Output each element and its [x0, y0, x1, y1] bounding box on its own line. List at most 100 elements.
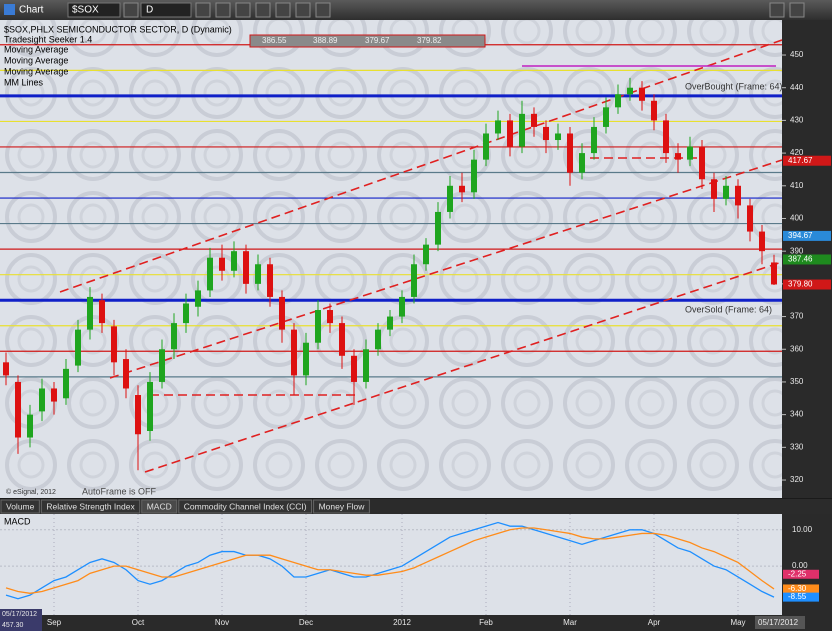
tool-button[interactable]: [315, 2, 331, 18]
oversold-label: OverSold (Frame: 64): [685, 304, 772, 314]
indicator-label: Moving Average: [4, 44, 68, 54]
candle-body: [63, 368, 69, 399]
chart-title: $SOX,PHLX SEMICONDUCTOR SECTOR, D (Dynam…: [4, 24, 232, 34]
trend-line: [109, 159, 783, 379]
high-value: 388.89: [313, 36, 338, 45]
tab-label[interactable]: Relative Strength Index: [46, 501, 135, 511]
candle-body: [315, 310, 321, 343]
y-tick-label: 400: [790, 214, 804, 223]
candle-body: [663, 120, 669, 154]
link-button[interactable]: [123, 2, 139, 18]
candle-body: [495, 120, 501, 134]
candle-body: [75, 329, 81, 366]
tool-button[interactable]: [789, 2, 805, 18]
candle-body: [375, 329, 381, 350]
price-tag-label: 379.80: [788, 280, 813, 289]
tool-button[interactable]: [295, 2, 311, 18]
candle-body: [759, 231, 765, 252]
tab[interactable]: [0, 499, 40, 514]
symbol-field[interactable]: [67, 2, 121, 18]
candle-body: [615, 94, 621, 108]
tool-button[interactable]: [215, 2, 231, 18]
y-tick-label: 340: [790, 410, 804, 419]
close-value: 379.82: [417, 36, 442, 45]
tab-label[interactable]: Money Flow: [319, 501, 366, 511]
candle-body: [387, 316, 393, 330]
x-tick-label: Mar: [563, 618, 577, 627]
candle-body: [219, 257, 225, 271]
candle-body: [15, 381, 21, 438]
candle-body: [699, 146, 705, 180]
candle-body: [363, 349, 369, 382]
open-value: 386.55: [262, 36, 287, 45]
candle-body: [435, 211, 441, 245]
tab[interactable]: [178, 499, 313, 514]
candle-body: [519, 113, 525, 147]
candle-body: [99, 300, 105, 324]
candle-body: [447, 185, 453, 212]
overbought-label: OverBought (Frame: 64): [685, 81, 783, 91]
tab[interactable]: [40, 499, 141, 514]
candle-body: [543, 126, 549, 141]
candle-body: [507, 120, 513, 147]
candle-body: [207, 257, 213, 291]
y-tick-label: 320: [790, 475, 804, 484]
macd-line: [5, 521, 775, 600]
candle-body: [591, 126, 597, 154]
candle-body: [567, 133, 573, 173]
candle-body: [687, 146, 693, 160]
tab-label[interactable]: Volume: [6, 501, 35, 511]
y-tick-label: 350: [790, 377, 804, 386]
candle-body: [327, 310, 333, 324]
interval-field[interactable]: [140, 2, 192, 18]
autoframe-label: AutoFrame is OFF: [82, 486, 157, 496]
candle-body: [183, 303, 189, 324]
value-tag: [783, 592, 819, 602]
x-tick-label: Oct: [132, 618, 145, 627]
candle-body: [231, 251, 237, 271]
y-tick-label: 10.00: [792, 525, 813, 534]
date-box: [755, 616, 805, 629]
candle-body: [87, 296, 93, 330]
tab[interactable]: [141, 499, 178, 514]
tab-label[interactable]: MACD: [147, 501, 172, 511]
cursor-box: [0, 609, 42, 631]
candle-body: [711, 179, 717, 199]
y-tick-label: 390: [790, 246, 804, 255]
tool-button[interactable]: [255, 2, 271, 18]
candle-body: [735, 185, 741, 206]
value-tag-label: -2.25: [788, 569, 807, 578]
candle-body: [51, 388, 57, 402]
y-tick-label: 450: [790, 50, 804, 59]
y-tick-label: 430: [790, 116, 804, 125]
time-axis: [0, 615, 832, 631]
candle-body: [771, 262, 777, 285]
chart-icon: [4, 4, 15, 15]
interval[interactable]: D: [146, 5, 153, 16]
candle-body: [39, 388, 45, 412]
candle-body: [27, 414, 33, 438]
candle-body: [651, 100, 657, 121]
price-tag: [783, 254, 831, 265]
tool-button[interactable]: [195, 2, 211, 18]
candle-body: [303, 342, 309, 376]
symbol[interactable]: $SOX: [72, 5, 99, 16]
tab-label[interactable]: Commodity Channel Index (CCI): [184, 501, 307, 511]
tool-button[interactable]: [275, 2, 291, 18]
candle-body: [339, 323, 345, 356]
candle-body: [255, 264, 261, 284]
value-tag-label: -6.30: [788, 584, 807, 593]
candle-body: [411, 264, 417, 297]
candle-body: [531, 113, 537, 127]
tool-button[interactable]: [769, 2, 785, 18]
candle-body: [747, 205, 753, 232]
indicator-label: MM Lines: [4, 77, 44, 87]
tool-button[interactable]: [235, 2, 251, 18]
y-tick-label: 440: [790, 83, 804, 92]
cursor-value: 457.30: [2, 622, 24, 629]
x-tick-label: May: [730, 618, 745, 627]
x-tick-label: Sep: [47, 618, 62, 627]
candle-body: [639, 87, 645, 101]
tab[interactable]: [313, 499, 370, 514]
